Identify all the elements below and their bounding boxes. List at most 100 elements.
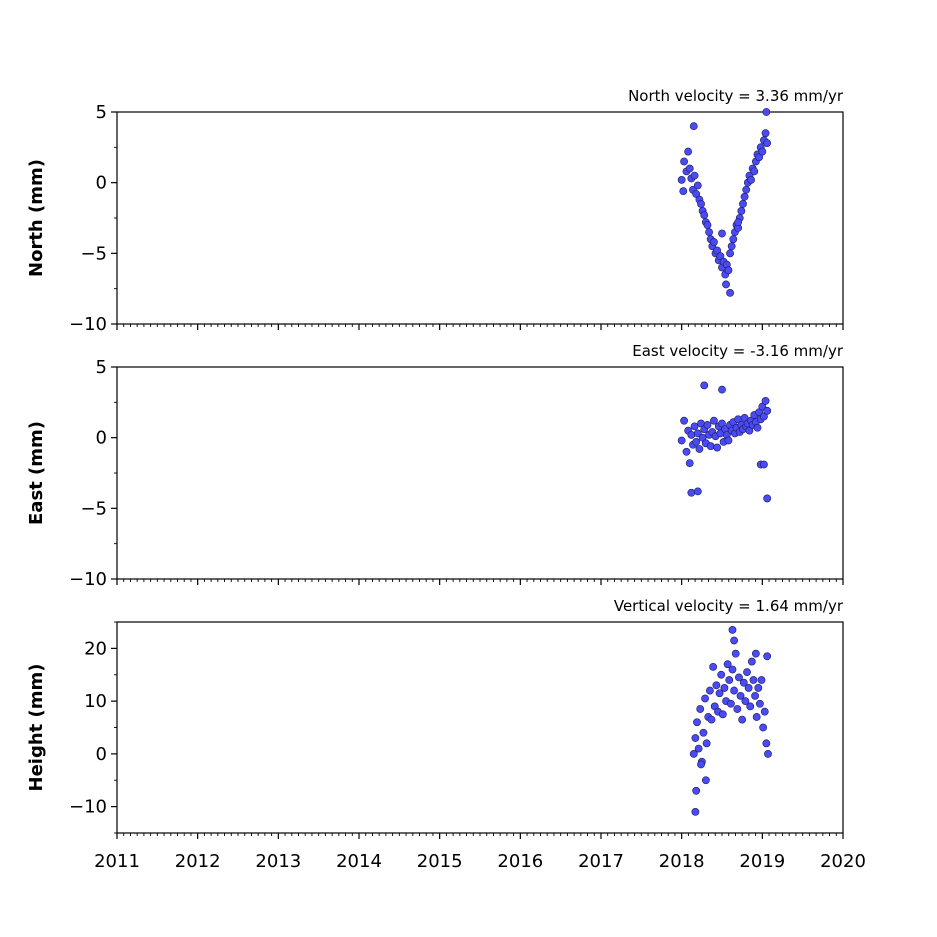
data-point — [693, 487, 702, 496]
data-point — [726, 289, 734, 297]
x-tick-label: 2019 — [739, 851, 785, 872]
data-point — [677, 436, 686, 445]
y-axis-label: Height (mm) — [26, 664, 47, 792]
data-point — [697, 760, 705, 769]
data-point — [689, 749, 698, 758]
velocity-title: Vertical velocity = 1.64 mm/yr — [614, 597, 844, 615]
data-point — [739, 678, 748, 687]
east-panel: East velocity = -3.16 mm/yr East (mm) −10 −… — [26, 342, 844, 590]
data-point — [762, 108, 771, 116]
data-point — [703, 421, 712, 429]
data-point — [760, 460, 768, 469]
y-tick-label: 5 — [96, 357, 107, 378]
data-point — [693, 718, 701, 727]
x-tick-label: 2020 — [820, 851, 866, 872]
x-tick-label: 2015 — [417, 851, 463, 872]
data-point — [730, 636, 738, 645]
data-point — [700, 211, 709, 220]
data-point — [746, 702, 755, 711]
data-point — [723, 660, 732, 669]
y-tick-label: 20 — [84, 638, 107, 659]
data-point — [691, 734, 700, 742]
data-point — [727, 242, 736, 251]
data-point — [747, 657, 756, 666]
x-tick-label: 2012 — [175, 851, 221, 872]
plot-frame — [116, 111, 844, 325]
data-point — [750, 167, 759, 176]
data-point — [693, 181, 702, 190]
data-point — [762, 739, 771, 748]
data-point — [692, 786, 701, 795]
x-tick-label: 2017 — [578, 851, 624, 872]
data-point — [763, 139, 772, 147]
data-point — [751, 649, 760, 658]
data-point — [720, 684, 729, 692]
data-point — [724, 266, 733, 275]
data-point — [728, 626, 737, 634]
data-point — [729, 235, 738, 244]
data-point — [680, 157, 688, 166]
data-point — [739, 199, 747, 208]
data-point — [759, 723, 768, 732]
data-point — [760, 707, 769, 716]
data-point — [726, 249, 734, 258]
y-tick-label: 0 — [96, 173, 107, 194]
data-point — [705, 228, 713, 237]
data-point — [707, 715, 716, 724]
y-axis-label: East (mm) — [26, 421, 47, 525]
velocity-title: East velocity = -3.16 mm/yr — [632, 342, 844, 360]
data-point — [712, 681, 721, 690]
data-point — [687, 430, 696, 439]
data-point — [679, 187, 688, 196]
data-point — [756, 699, 764, 708]
data-point — [690, 422, 699, 431]
data-point — [744, 684, 753, 692]
data-point — [701, 776, 710, 785]
data-point — [752, 713, 761, 721]
plot-frame — [116, 366, 844, 580]
y-tick-label: −5 — [80, 498, 107, 519]
x-tick-label: 2016 — [497, 851, 543, 872]
data-point — [710, 238, 718, 246]
data-point — [717, 670, 726, 679]
data-point — [753, 423, 762, 432]
x-tick-label: 2013 — [255, 851, 301, 872]
y-axis-label: North (mm) — [26, 159, 47, 277]
data-point — [685, 459, 694, 468]
data-point — [691, 808, 700, 816]
data-point — [754, 684, 763, 692]
data-point — [696, 705, 705, 713]
data-point — [757, 676, 766, 684]
data-point — [728, 665, 737, 674]
data-point — [701, 694, 709, 703]
data-point — [718, 385, 726, 394]
data-point — [725, 676, 734, 684]
data-point — [718, 710, 727, 719]
data-point — [763, 652, 772, 661]
data-point — [706, 442, 715, 451]
data-point — [731, 649, 740, 658]
north-panel: North velocity = 3.36 mm/yr North (mm) −10… — [26, 87, 844, 335]
data-point — [709, 662, 718, 671]
data-point — [751, 691, 759, 700]
data-point — [682, 447, 691, 456]
data-point — [758, 147, 767, 156]
y-tick-label: 0 — [96, 428, 107, 449]
data-point — [700, 381, 709, 390]
height-panel: Vertical velocity = 1.64 mm/yr Height (mm… — [26, 597, 866, 872]
data-point — [706, 686, 714, 695]
data-point — [743, 668, 751, 677]
data-point — [730, 686, 738, 695]
y-tick-label: −5 — [80, 243, 107, 264]
data-point — [733, 705, 742, 713]
data-point — [726, 699, 735, 708]
y-tick-label: 0 — [96, 744, 107, 765]
data-point — [741, 697, 750, 706]
data-point — [761, 129, 770, 138]
y-tick-label: 5 — [96, 102, 107, 123]
data-point — [710, 416, 718, 425]
data-point — [684, 147, 693, 156]
data-point — [687, 488, 696, 497]
data-point — [764, 749, 772, 758]
